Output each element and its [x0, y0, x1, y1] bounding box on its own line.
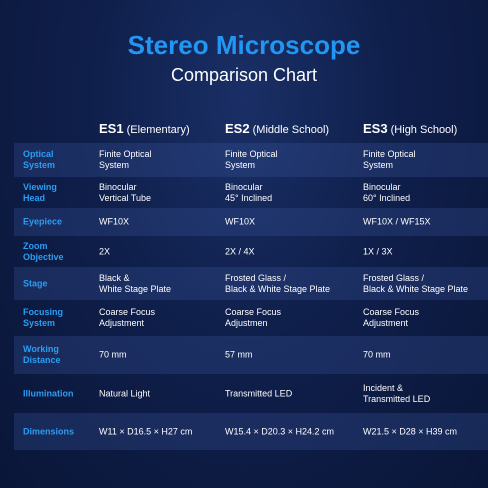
row-label: Focusing System [23, 307, 63, 328]
column-level: (Middle School) [252, 124, 330, 136]
row-label: Eyepiece [23, 216, 63, 227]
column-code: ES1 [99, 121, 124, 136]
table-row: Zoom Objective 2X 2X / 4X 1X / 3X [14, 236, 488, 267]
row-label: Working Distance [23, 344, 61, 365]
table-cell: Finite Optical System [99, 149, 152, 170]
table-cell: Binocular 60° Inclined [363, 181, 411, 203]
table-cell: Incident & Transmitted LED [363, 382, 431, 404]
column-code: ES2 [225, 121, 250, 136]
table-cell: WF10X [225, 216, 256, 227]
table-cell: Coarse Focus Adjustmen [225, 307, 282, 328]
table-cell: Natural Light [99, 388, 151, 398]
column-header: ES2 (Middle School) [225, 121, 329, 136]
table-cell: Frosted Glass / Black & White Stage Plat… [363, 272, 469, 294]
table-cell: Coarse Focus Adjustment [363, 307, 420, 328]
table-cell: W15.4 × D20.3 × H24.2 cm [225, 426, 335, 436]
table-row: Eyepiece WF10X WF10X WF10X / WF15X [14, 208, 488, 236]
title: Stereo Microscope [127, 30, 361, 60]
table-cell: 70 mm [363, 349, 391, 360]
row-label: Viewing Head [23, 181, 57, 203]
table-cell: 70 mm [99, 349, 127, 360]
row-label: Stage [23, 278, 48, 288]
column-level: (Elementary) [126, 124, 190, 136]
row-label: Illumination [23, 388, 74, 398]
table-row: Optical System Finite Optical System Finit… [14, 143, 488, 177]
table-cell: 2X / 4X [225, 246, 255, 256]
table-cell: 57 mm [225, 349, 253, 360]
table-row: Stage Black & White Stage Plate Frosted Gl… [14, 267, 488, 300]
table-cell: Coarse Focus Adjustment [99, 307, 156, 328]
column-code: ES3 [363, 121, 388, 136]
table-cell: Frosted Glass / Black & White Stage Plat… [225, 272, 331, 294]
table-cell: Binocular Vertical Tube [99, 181, 152, 203]
table-cell: WF10X / WF15X [363, 216, 431, 227]
table-row: Working Distance 70 mm 57 mm 70 mm [14, 336, 488, 374]
table-row: Viewing Head Binocular Vertical Tube Binoc… [14, 177, 488, 208]
subtitle: Comparison Chart [170, 65, 318, 85]
table-cell: WF10X [99, 216, 130, 227]
table-cell: W11 × D16.5 × H27 cm [99, 426, 193, 436]
column-level: (High School) [390, 124, 458, 136]
row-label: Zoom Objective [23, 240, 64, 262]
table-cell: Binocular 45° Inclined [225, 181, 273, 203]
table-cell: Black & White Stage Plate [99, 272, 172, 294]
table-row: Focusing System Coarse Focus Adjustment Co… [14, 300, 488, 336]
table-cell: Transmitted LED [225, 388, 293, 398]
table-cell: 1X / 3X [363, 246, 393, 256]
table-cell: W21.5 × D28 × H39 cm [363, 426, 458, 436]
row-label: Optical System [23, 149, 56, 170]
column-header: ES1 (Elementary) [99, 121, 190, 136]
table-cell: Finite Optical System [225, 149, 278, 170]
table-row: Dimensions W11 × D16.5 × H27 cm W15.4 × D2… [14, 413, 488, 450]
table-cell: 2X [99, 246, 111, 256]
column-header: ES3 (High School) [363, 121, 457, 136]
row-label: Dimensions [23, 426, 75, 436]
table-cell: Finite Optical System [363, 149, 416, 170]
table-row: Illumination Natural Light Transmitted LED… [14, 374, 488, 413]
